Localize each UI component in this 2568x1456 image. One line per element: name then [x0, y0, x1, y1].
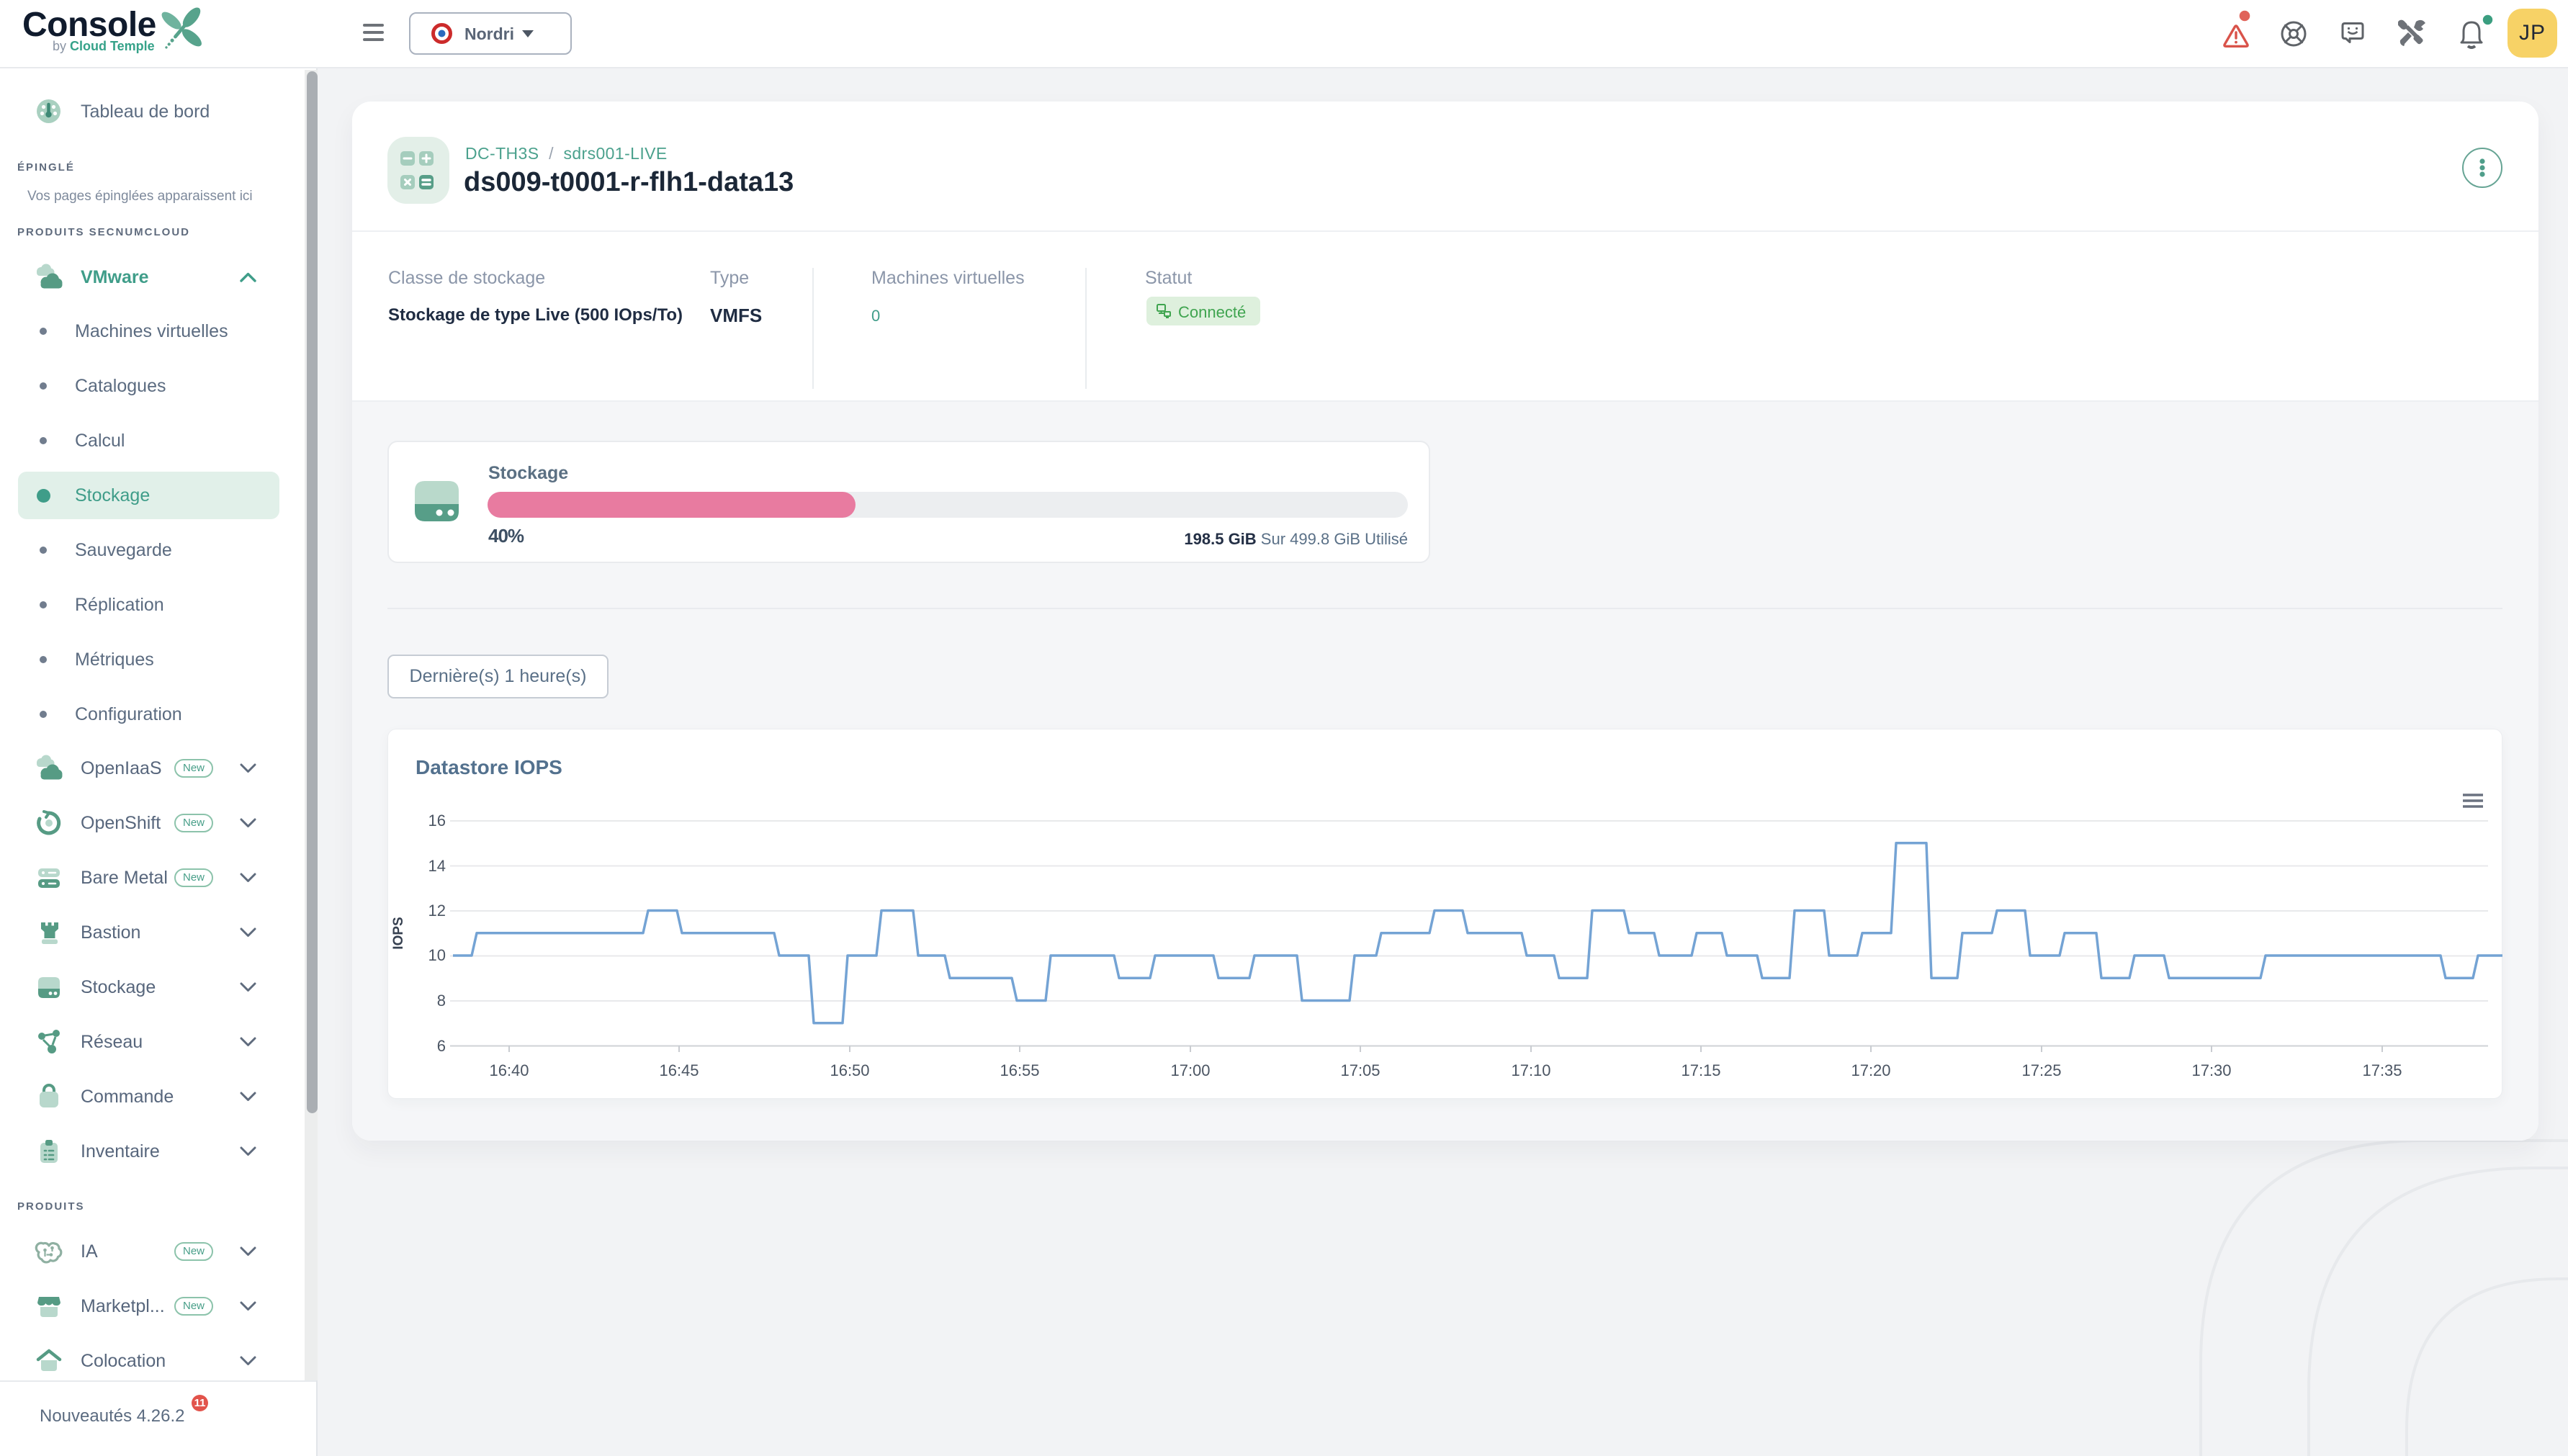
svg-text:17:20: 17:20 [1851, 1061, 1890, 1079]
svg-text:6: 6 [437, 1037, 446, 1055]
svg-text:16:50: 16:50 [830, 1061, 869, 1079]
svg-text:17:05: 17:05 [1340, 1061, 1380, 1079]
svg-text:16:45: 16:45 [659, 1061, 699, 1079]
svg-text:17:25: 17:25 [2021, 1061, 2061, 1079]
svg-text:17:30: 17:30 [2191, 1061, 2231, 1079]
svg-text:17:35: 17:35 [2362, 1061, 2402, 1079]
svg-text:17:15: 17:15 [1681, 1061, 1720, 1079]
svg-text:14: 14 [428, 857, 446, 875]
svg-text:16: 16 [428, 812, 446, 830]
svg-text:12: 12 [428, 902, 446, 920]
svg-text:16:55: 16:55 [1000, 1061, 1039, 1079]
svg-text:IOPS: IOPS [391, 917, 406, 949]
svg-text:10: 10 [428, 946, 446, 964]
svg-text:8: 8 [437, 992, 446, 1010]
svg-text:16:40: 16:40 [489, 1061, 529, 1079]
svg-text:17:00: 17:00 [1170, 1061, 1210, 1079]
svg-text:17:10: 17:10 [1511, 1061, 1550, 1079]
